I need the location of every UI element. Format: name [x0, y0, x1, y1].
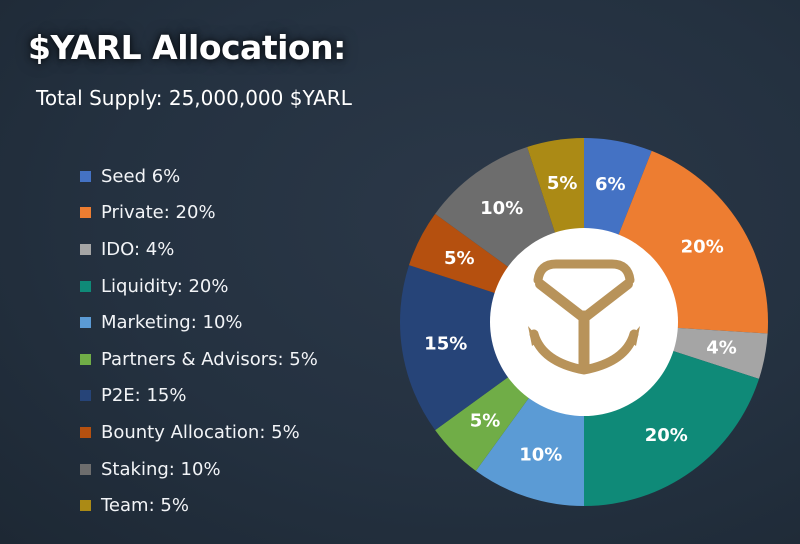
- slice-value-label: 10%: [480, 198, 523, 219]
- pie-slice-p2e: [400, 265, 584, 431]
- legend-label: Marketing: 10%: [101, 312, 243, 334]
- legend-swatch: [80, 353, 91, 365]
- legend-label: Team: 5%: [101, 495, 189, 517]
- legend-label: Staking: 10%: [101, 458, 221, 480]
- legend-swatch: [80, 170, 91, 182]
- legend-item-marketing: Marketing: 10%: [80, 304, 318, 341]
- legend-swatch: [80, 207, 91, 219]
- legend-item-p2e: P2E: 15%: [80, 378, 318, 415]
- legend-label: Bounty Allocation: 5%: [101, 421, 300, 443]
- legend-label: IDO: 4%: [101, 238, 175, 260]
- legend-swatch: [80, 500, 91, 512]
- legend-label: Partners & Advisors: 5%: [101, 348, 318, 370]
- slice-value-label: 5%: [444, 248, 475, 269]
- legend-item-team: Team: 5%: [80, 487, 318, 524]
- slice-value-label: 20%: [681, 236, 724, 257]
- legend-swatch: [80, 280, 91, 292]
- anchor-y-logo-icon: [528, 259, 640, 375]
- legend-swatch: [80, 317, 91, 329]
- legend-label: Seed 6%: [101, 165, 181, 187]
- slice-value-label: 6%: [595, 174, 626, 195]
- legend-item-partners-advisors: Partners & Advisors: 5%: [80, 341, 318, 378]
- legend-item-private: Private: 20%: [80, 195, 318, 232]
- slice-value-label: 5%: [470, 410, 501, 431]
- legend-item-seed: Seed 6%: [80, 158, 318, 195]
- legend-swatch: [80, 426, 91, 438]
- legend-label: P2E: 15%: [101, 385, 187, 407]
- legend-swatch: [80, 243, 91, 255]
- slice-value-label: 5%: [547, 173, 578, 194]
- slice-value-label: 15%: [424, 333, 467, 354]
- slice-value-label: 20%: [645, 425, 688, 446]
- slice-value-label: 10%: [519, 445, 562, 466]
- legend-label: Liquidity: 20%: [101, 275, 229, 297]
- legend-item-liquidity: Liquidity: 20%: [80, 268, 318, 305]
- pie-labels: 6% 20% 4% 20% 10% 5% 15% 5% 10% 5%: [424, 173, 737, 465]
- legend-swatch: [80, 463, 91, 475]
- chart-legend: Seed 6% Private: 20% IDO: 4% Liquidity: …: [80, 158, 318, 524]
- legend-label: Private: 20%: [101, 202, 216, 224]
- legend-item-staking: Staking: 10%: [80, 451, 318, 488]
- legend-swatch: [80, 390, 91, 402]
- total-supply-text: Total Supply: 25,000,000 $YARL: [36, 86, 352, 110]
- legend-item-ido: IDO: 4%: [80, 231, 318, 268]
- slice-value-label: 4%: [706, 338, 737, 359]
- page-title: $YARL Allocation:: [28, 28, 346, 67]
- legend-item-bounty-allocation: Bounty Allocation: 5%: [80, 414, 318, 451]
